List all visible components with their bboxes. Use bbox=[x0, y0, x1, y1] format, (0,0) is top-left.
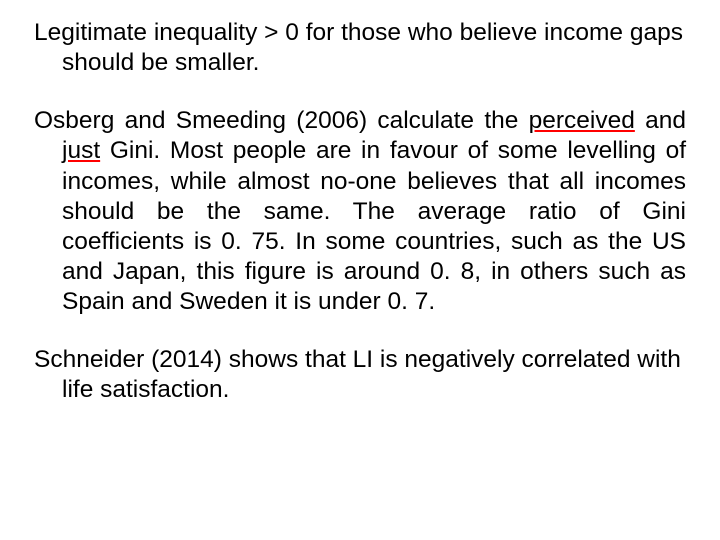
p2-seg-c: Gini. Most people are in favour of some … bbox=[62, 137, 686, 315]
paragraph-3-text: Schneider (2014) shows that LI is negati… bbox=[34, 346, 681, 403]
p2-seg-a: Osberg and Smeeding (2006) calculate the bbox=[34, 107, 529, 134]
underline-perceived: perceived bbox=[529, 107, 635, 134]
paragraph-gap-2 bbox=[34, 317, 686, 345]
slide-page: Legitimate inequality > 0 for those who … bbox=[0, 0, 720, 540]
p2-seg-b: and bbox=[635, 107, 686, 134]
paragraph-3: Schneider (2014) shows that LI is negati… bbox=[34, 345, 686, 405]
paragraph-1-text: Legitimate inequality > 0 for those who … bbox=[34, 19, 683, 76]
paragraph-2: Osberg and Smeeding (2006) calculate the… bbox=[34, 106, 686, 317]
paragraph-1: Legitimate inequality > 0 for those who … bbox=[34, 18, 686, 78]
paragraph-gap-1 bbox=[34, 78, 686, 106]
underline-just: just bbox=[62, 137, 100, 164]
